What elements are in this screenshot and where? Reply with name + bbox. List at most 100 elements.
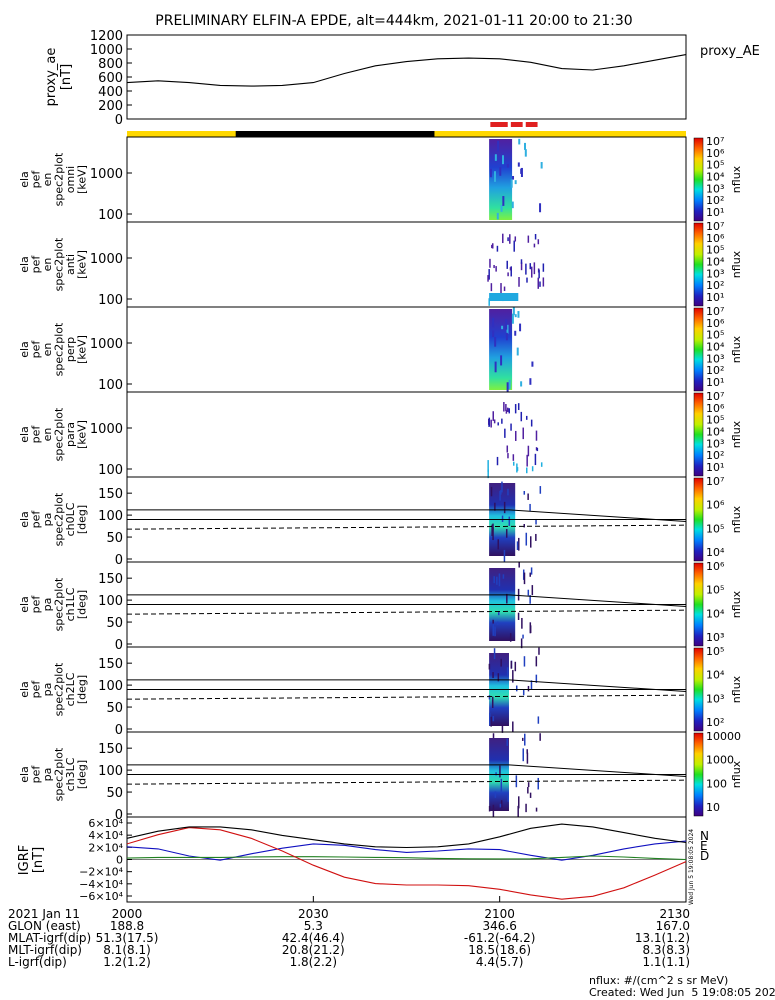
anti-loss-cone-line [126, 524, 687, 530]
spectrogram-data-pixel [505, 332, 508, 341]
spectrogram-data-pixel [524, 149, 527, 157]
colorbar-tick-label: 10⁴ [706, 341, 725, 354]
y-tick-label: 1000 [90, 167, 123, 182]
panel-frame [126, 306, 687, 393]
y-axis-label: ela [18, 171, 31, 188]
spectrogram-data-pixel [506, 407, 509, 412]
colorbar-tick-label: 10000 [706, 730, 741, 743]
spectrogram-data-pixel [497, 539, 499, 550]
x-tick-value: 13.1(1.2) [635, 931, 690, 945]
spectrogram-data-pixel [514, 180, 517, 185]
spectrogram-data-pixel [526, 454, 528, 467]
anti-loss-cone-line [126, 609, 687, 615]
x-tick-label: 2100 [484, 907, 515, 921]
colorbar-tick-label: 10³ [706, 631, 724, 644]
spectrogram-data-pixel [530, 419, 533, 427]
proxy-ae-line [126, 54, 687, 87]
spectrogram-data-pixel [488, 695, 491, 700]
colorbar [693, 137, 704, 222]
spectrogram-data-pixel [522, 634, 524, 639]
spectrogram-data-pixel [491, 244, 493, 249]
colorbar-tick-label: 10¹ [706, 461, 724, 474]
spectrogram-data-pixel [514, 661, 517, 672]
colorbar-tick-label: 10³ [706, 182, 724, 195]
colorbar-tick-label: 10⁴ [706, 669, 725, 682]
x-tick-value: 1.2(1.2) [103, 955, 151, 969]
x-axis-row-label: GLON (east) [8, 919, 81, 933]
spectrogram-data-pixel [488, 805, 491, 812]
legend-label: N [700, 829, 709, 843]
colorbar-tick-label: 10³ [706, 437, 724, 450]
y-axis-label: [deg] [76, 675, 89, 704]
spectrogram-data-pixel [509, 234, 511, 244]
spectrogram-data-pixel [507, 237, 509, 242]
y-tick-label: 100 [98, 679, 123, 694]
spectrogram-data-pixel [500, 205, 503, 212]
legend-label: E [700, 839, 708, 853]
spectrogram-data-pixel [492, 619, 494, 626]
colorbar [693, 307, 704, 392]
x-tick-label: 2000 [112, 907, 143, 921]
x-axis-row-label: MLAT-igrf(dip) [8, 931, 91, 945]
spectrogram-data-pixel [531, 361, 534, 367]
spectrogram-data-pixel [510, 266, 512, 277]
spectrogram-data-pixel [492, 716, 495, 722]
y-axis-label: pa [41, 598, 54, 612]
y-tick-label: −6×10⁴ [79, 890, 123, 903]
spectrogram-data-pixel [512, 670, 514, 683]
y-axis-label: en [41, 343, 54, 357]
spectrogram-data-pixel [493, 419, 496, 424]
spectrogram-data-pixel [496, 621, 499, 625]
spectrogram-data-pixel [490, 486, 493, 497]
y-axis-label: pef [30, 425, 43, 444]
x-tick-value: 1.8(2.2) [290, 955, 338, 969]
spectrogram-data-pixel [535, 447, 538, 451]
y-tick-label: 600 [98, 71, 123, 86]
colorbar-tick-label: 10⁶ [706, 317, 725, 330]
spectrogram-data-pixel [535, 807, 538, 812]
y-axis-label: ela [18, 341, 31, 358]
spectrogram-data-pixel [520, 381, 523, 387]
spectrogram-data-pixel [512, 454, 515, 461]
spectrogram-data-pixel [512, 175, 515, 180]
spectrogram-data-pixel [492, 804, 495, 817]
spectrogram-data-pixel [522, 689, 525, 696]
spectrogram-data-pixel [493, 648, 496, 660]
y-axis-label: perp [64, 337, 77, 362]
y-axis-label: ela [18, 256, 31, 273]
spectrogram-data-pixel [506, 738, 508, 746]
y-axis-label: [keV] [76, 165, 89, 194]
colorbar-tick-label: 10⁶ [706, 232, 725, 245]
spectrogram-data-pixel [503, 501, 506, 514]
spectrogram-data-pixel [515, 685, 518, 692]
y-axis-label: [deg] [76, 590, 89, 619]
spectrogram-data-pixel [501, 325, 504, 330]
spectrogram-data-pixel [499, 167, 502, 176]
spectrogram-data-pixel [495, 772, 497, 776]
spectrogram-data-pixel [527, 786, 529, 794]
spectrogram-data-pixel [518, 138, 521, 145]
spectrogram-data-pixel [494, 502, 496, 511]
spectrogram-data-pixel [500, 355, 503, 366]
spectrogram-data-pixel [494, 791, 497, 798]
spectrogram-data-pixel [525, 415, 528, 420]
spectrogram-data-pixel [500, 778, 503, 792]
science-zone-bar [510, 122, 523, 127]
spectrogram-data-pixel [494, 361, 497, 373]
spectrogram-data-pixel [520, 638, 523, 649]
spectrogram-data-pixel [520, 411, 523, 422]
x-axis-row-label: MLT-igrf(dip) [8, 943, 82, 957]
panel-frame [126, 391, 687, 478]
spectrogram-data-pixel [496, 456, 499, 466]
spectrogram-data-pixel [494, 337, 497, 347]
y-tick-label: 100 [98, 594, 123, 609]
spectrogram-data-pixel [514, 314, 517, 318]
spectrogram-data-pixel [537, 277, 539, 289]
spectrogram-data-pixel [499, 490, 501, 501]
spectrogram-data-pixel [536, 447, 539, 452]
y-tick-label: 0 [115, 723, 123, 738]
y-axis-label: pef [30, 595, 43, 614]
y-tick-label: 1000 [90, 252, 123, 267]
y-tick-label: 200 [98, 99, 123, 114]
y-axis-label: spec2plot [53, 322, 66, 376]
